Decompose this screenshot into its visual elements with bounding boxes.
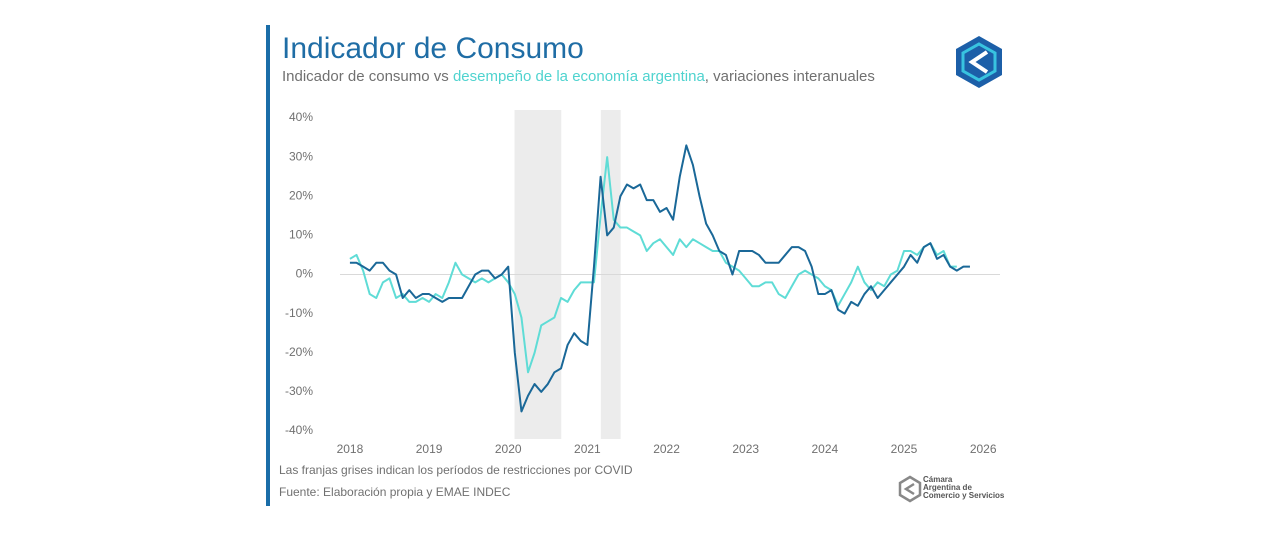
x-tick-label: 2026 [970,442,997,456]
source: Fuente: Elaboración propia y EMAE INDEC [279,485,511,499]
x-tick-label: 2020 [495,442,522,456]
y-tick-label: 40% [289,110,313,124]
x-tick-label: 2022 [653,442,680,456]
plot-area: -40% -30% -20% -10% 0% 10% 20% 30% 40% 2018 2019 20… [285,110,1000,456]
chart-subtitle: Indicador de consumo vs desempeño de la … [282,68,875,85]
footer-logo-text: Comercio y Servicios [923,491,1005,500]
footer-logo-text: Cámara [923,475,953,484]
y-tick-label: -20% [285,345,313,359]
x-tick-label: 2025 [891,442,918,456]
subtitle-series: desempeño de la economía argentina [453,68,706,85]
y-tick-label: 0% [296,267,314,281]
y-tick-label: -30% [285,384,313,398]
x-tick-label: 2024 [812,442,839,456]
subtitle-series: Indicador de consumo [282,68,430,85]
y-tick-label: -40% [285,423,313,437]
footer-logo: Cámara Argentina de Comercio y Servicios [898,475,1005,503]
y-tick-label: 10% [289,228,313,242]
x-tick-label: 2018 [337,442,364,456]
subtitle-connector: vs [430,68,453,85]
subtitle-suffix: , variaciones interanuales [705,68,875,85]
series-line [349,156,957,374]
x-tick-label: 2023 [732,442,759,456]
accent-bar [266,25,270,506]
x-tick-label: 2021 [574,442,601,456]
chart-title: Indicador de Consumo [282,32,584,65]
series-line [349,144,970,413]
x-tick-label: 2019 [416,442,443,456]
footer-logo-text: Argentina de [923,483,972,492]
y-tick-label: 30% [289,149,313,163]
logo [956,36,1002,88]
y-tick-label: -10% [285,306,313,320]
y-tick-label: 20% [289,188,313,202]
note: Las franjas grises indican los períodos … [279,463,633,477]
